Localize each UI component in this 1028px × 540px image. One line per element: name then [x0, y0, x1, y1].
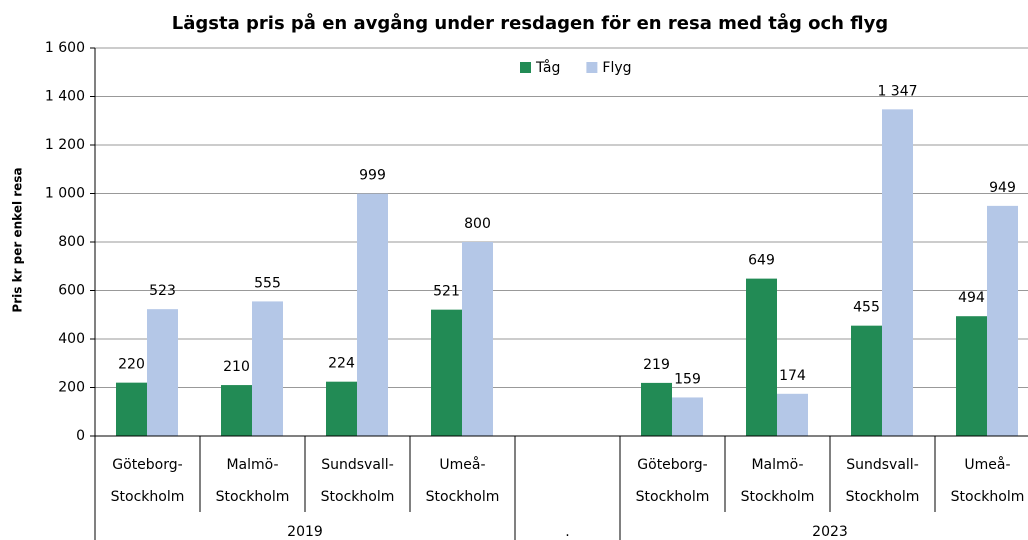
chart-title: Lägsta pris på en avgång under resdagen …	[172, 12, 888, 34]
bar	[462, 242, 493, 436]
y-tick-label: 1 200	[45, 137, 85, 153]
data-label: 455	[853, 300, 880, 316]
x-tick-label: Malmö-	[226, 457, 278, 473]
legend-swatch	[586, 62, 598, 73]
legend-label: Flyg	[602, 60, 631, 76]
data-label: 649	[748, 253, 775, 269]
legend-swatch	[520, 62, 531, 73]
y-tick-label: 400	[58, 331, 85, 347]
bar	[851, 325, 882, 436]
y-tick-label: 1 600	[45, 40, 85, 56]
data-label: 210	[223, 359, 250, 375]
x-tick-label: Sundsvall-	[321, 457, 394, 473]
x-tick-label: Stockholm	[636, 489, 710, 505]
x-tick-label: Sundsvall-	[846, 457, 919, 473]
data-label: 220	[118, 357, 145, 373]
data-label: 159	[674, 371, 701, 387]
bar	[672, 397, 703, 436]
bar	[252, 301, 283, 436]
y-axis-title: Pris kr per enkel resa	[11, 167, 25, 312]
bar	[147, 309, 178, 436]
y-tick-label: 1 400	[45, 89, 85, 105]
data-label: 999	[359, 168, 386, 184]
y-tick-label: 800	[58, 234, 85, 250]
x-tick-label: Stockholm	[111, 489, 185, 505]
data-label: 1 347	[877, 83, 917, 99]
bar	[221, 385, 252, 436]
group-label: 2023	[812, 524, 848, 540]
bar	[357, 193, 388, 436]
x-tick-label: Malmö-	[751, 457, 803, 473]
x-tick-label: Umeå-	[964, 456, 1010, 473]
data-label: 800	[464, 216, 491, 232]
bar	[116, 382, 147, 436]
data-label: 494	[958, 290, 985, 306]
data-label: 219	[643, 357, 670, 373]
group-label: .	[565, 524, 569, 540]
bar	[431, 309, 462, 436]
legend-label: Tåg	[535, 59, 560, 76]
data-label: 174	[779, 368, 806, 384]
y-tick-label: 1 000	[45, 186, 85, 202]
x-tick-label: Stockholm	[951, 489, 1025, 505]
x-tick-label: Göteborg-	[112, 457, 182, 473]
group-label: 2019	[287, 524, 323, 540]
data-label: 224	[328, 356, 355, 372]
y-tick-label: 600	[58, 283, 85, 299]
x-tick-label: Stockholm	[846, 489, 920, 505]
bar	[641, 382, 672, 436]
data-label: 521	[433, 284, 460, 300]
x-tick-label: Stockholm	[741, 489, 815, 505]
y-tick-label: 0	[76, 428, 85, 444]
x-tick-label: Stockholm	[426, 489, 500, 505]
bar	[777, 393, 808, 436]
data-label: 555	[254, 275, 281, 291]
x-tick-label: Göteborg-	[637, 457, 707, 473]
x-tick-label: Stockholm	[216, 489, 290, 505]
x-tick-label: Stockholm	[321, 489, 395, 505]
bar	[326, 381, 357, 436]
data-label: 523	[149, 283, 176, 299]
y-tick-label: 200	[58, 380, 85, 396]
bar	[956, 316, 987, 436]
bar	[746, 278, 777, 436]
bar	[882, 109, 913, 436]
x-tick-label: Umeå-	[439, 456, 485, 473]
bar	[987, 205, 1018, 436]
data-label: 949	[989, 180, 1016, 196]
